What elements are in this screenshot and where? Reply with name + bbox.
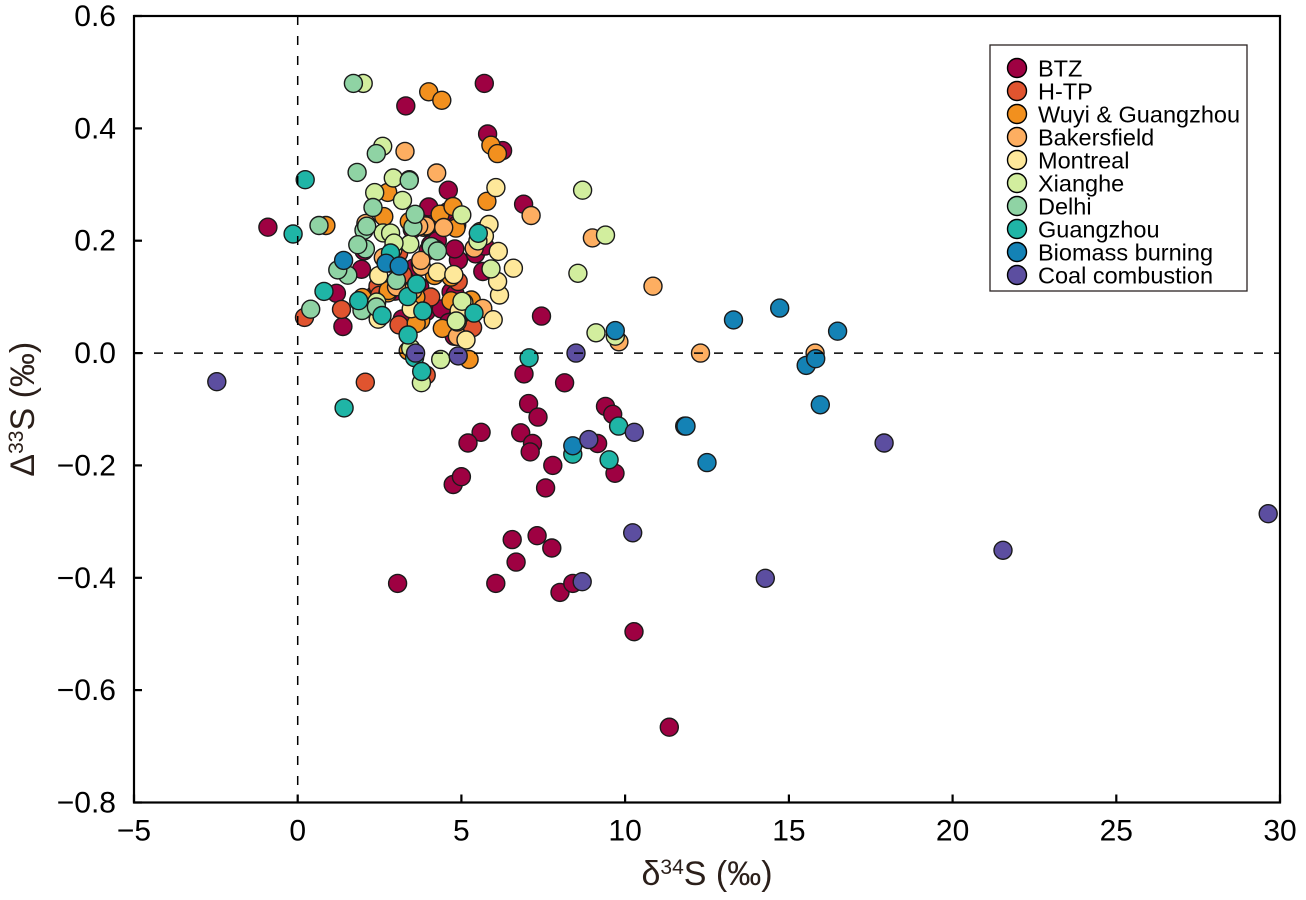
svg-text:0.4: 0.4: [74, 112, 116, 145]
svg-text:0.2: 0.2: [74, 225, 116, 258]
svg-text:−0.4: −0.4: [57, 562, 116, 595]
svg-text:15: 15: [772, 815, 805, 848]
svg-text:0.0: 0.0: [74, 337, 116, 370]
svg-text:−5: −5: [117, 815, 151, 848]
svg-text:30: 30: [1263, 815, 1296, 848]
svg-text:20: 20: [936, 815, 969, 848]
svg-text:10: 10: [608, 815, 641, 848]
svg-text:−0.8: −0.8: [57, 787, 116, 820]
svg-text:−0.6: −0.6: [57, 674, 116, 707]
svg-text:Δ33S (‰): Δ33S (‰): [4, 342, 42, 477]
svg-text:Coal combustion: Coal combustion: [1038, 263, 1213, 289]
svg-text:0.6: 0.6: [74, 0, 116, 33]
svg-text:5: 5: [453, 815, 470, 848]
svg-text:−0.2: −0.2: [57, 449, 116, 482]
svg-text:25: 25: [1100, 815, 1133, 848]
svg-text:δ34S (‰): δ34S (‰): [641, 855, 772, 893]
svg-text:0: 0: [289, 815, 306, 848]
